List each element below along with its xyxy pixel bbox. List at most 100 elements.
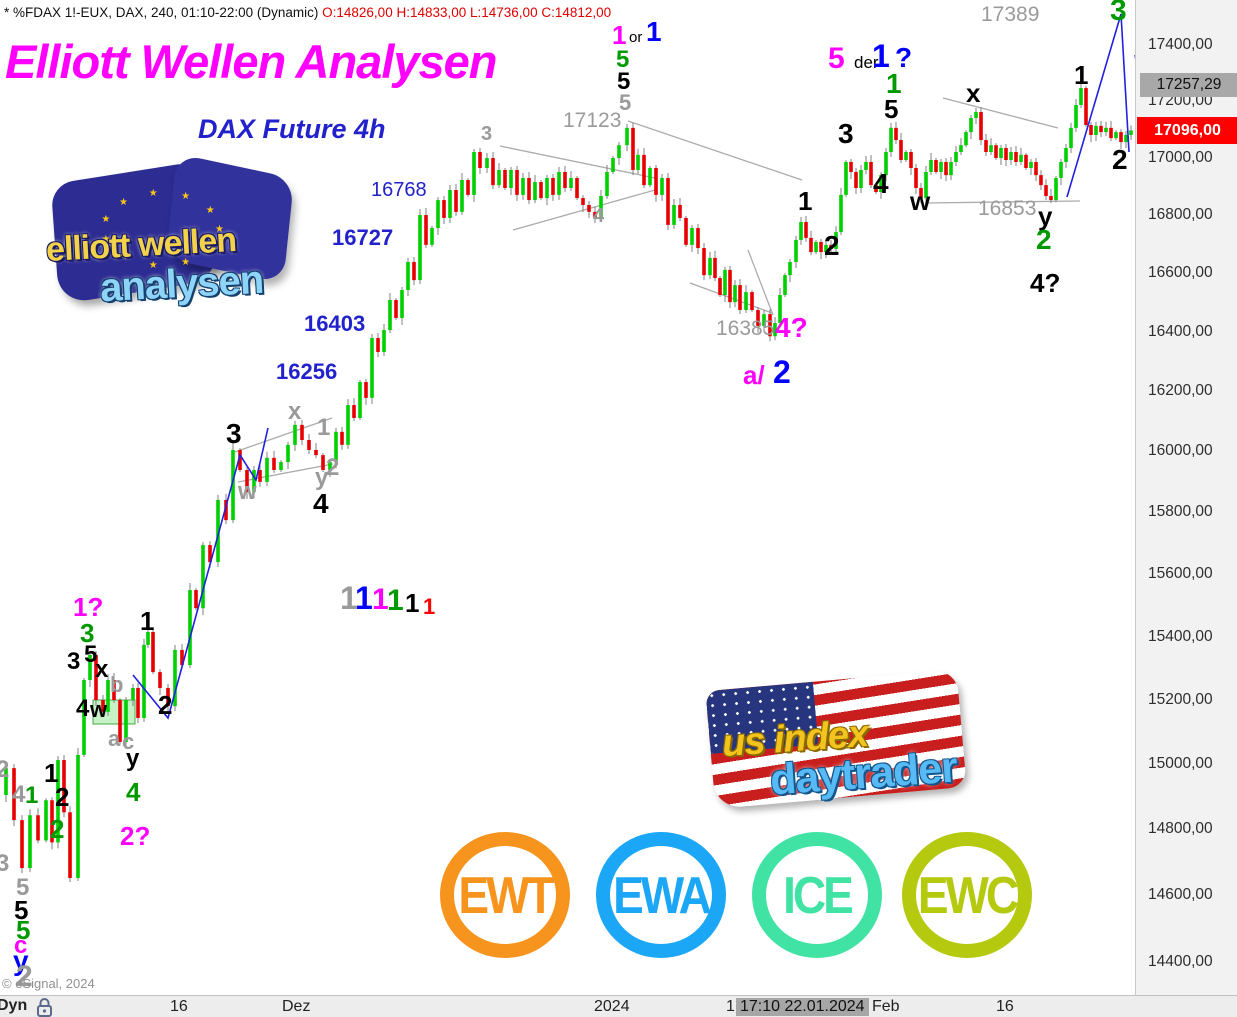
price-axis[interactable]: 17400,00 17200,00 17000,00 16800,00 16600,00… <box>1135 0 1237 995</box>
price-tick-label: 14800,00 <box>1148 820 1213 838</box>
copyright-notice: © eSignal, 2024 <box>2 976 95 991</box>
candle-body <box>509 169 513 189</box>
wave-label: 1 <box>1074 60 1089 90</box>
wave-label: 16256 <box>276 359 338 384</box>
wave-label: 4? <box>1030 268 1061 298</box>
gray-trendline[interactable] <box>512 189 656 231</box>
time-tick-label: Dez <box>282 998 311 1015</box>
wave-label: 17389 <box>981 3 1040 26</box>
wave-label: b <box>110 672 124 697</box>
candle-body <box>1079 88 1083 105</box>
candlestick-chart[interactable] <box>0 0 1135 995</box>
wave-label: 16403 <box>304 311 366 336</box>
wave-label: 1? <box>73 592 104 622</box>
wave-label: 4? <box>775 312 808 343</box>
candle-body <box>252 470 256 492</box>
candle-body <box>539 181 543 199</box>
candle-body <box>794 239 798 263</box>
candle-body <box>265 457 269 482</box>
blue-projection-line[interactable] <box>132 427 269 720</box>
wave-label: 2 <box>0 756 10 783</box>
candle-body <box>293 424 297 445</box>
candle-body <box>778 295 782 323</box>
eu-star-icon: ★ <box>205 243 215 255</box>
candle-body <box>1129 130 1133 135</box>
candle-body <box>1094 125 1098 135</box>
price-tick-label: 15200,00 <box>1148 691 1213 709</box>
candle-body <box>738 285 742 311</box>
candle-body <box>617 145 621 158</box>
candle-body <box>352 405 356 418</box>
wave-label: 3 <box>1110 0 1127 27</box>
candle-body <box>654 167 658 195</box>
wave-label: 1 <box>798 186 813 216</box>
gray-trendline[interactable] <box>747 249 774 316</box>
badge-ewc: EWC <box>902 832 1032 958</box>
candle-body <box>551 177 555 195</box>
symbol-description: * %FDAX 1!-EUX, DAX, 240, 01:10-22:00 (D… <box>4 5 323 20</box>
candle-body <box>690 228 694 245</box>
candle-body <box>636 154 640 170</box>
blue-projection-line[interactable] <box>1120 13 1130 153</box>
candle-body <box>478 152 482 168</box>
candle-body <box>521 177 525 195</box>
wave-label: w <box>90 697 108 722</box>
candle-body <box>678 204 682 218</box>
candle-body <box>934 159 938 172</box>
candle-body <box>527 177 531 201</box>
candle-body <box>979 112 983 141</box>
us-index-daytrader-logo: us index daytrader <box>692 669 992 822</box>
wave-label: 1 <box>44 758 59 788</box>
candle-body <box>809 237 813 253</box>
candle-body <box>321 455 325 471</box>
eu-star-icon: ★ <box>215 224 224 235</box>
wave-label: 4 <box>76 695 90 722</box>
price-tick-label: 17000,00 <box>1148 148 1213 166</box>
candle-body <box>834 232 838 249</box>
candle-body <box>904 152 908 160</box>
price-tick-label: 15800,00 <box>1148 503 1213 521</box>
candle-body <box>491 157 495 186</box>
candle-body <box>346 405 350 445</box>
candle-body <box>424 215 428 245</box>
eu-star-icon: ★ <box>181 256 191 268</box>
wave-label: 5 <box>14 895 29 925</box>
last-price-box: 17096,00 <box>1137 116 1237 144</box>
candle-body <box>1059 161 1063 178</box>
wave-label: 4 <box>126 777 141 807</box>
wave-label: 1 <box>355 580 373 616</box>
wave-label: 2 <box>326 454 340 481</box>
lock-icon[interactable] <box>36 998 53 1017</box>
wave-label: 1 <box>317 414 331 441</box>
candle-body <box>839 194 843 233</box>
gray-trendline[interactable] <box>942 97 1059 129</box>
wave-label: 3 <box>80 618 95 648</box>
candle-body <box>666 177 670 225</box>
candle-body <box>593 211 597 218</box>
candle-body <box>314 449 318 456</box>
gray-trendline[interactable] <box>234 417 333 453</box>
candle-body <box>88 654 92 681</box>
candle-body <box>173 649 177 707</box>
gray-trendline[interactable] <box>924 200 1081 204</box>
wave-label: x <box>95 656 109 683</box>
candle-body <box>563 171 567 189</box>
badge-ewt: EWT <box>440 832 570 958</box>
wave-label: 1 <box>372 583 389 616</box>
candle-body <box>101 700 105 712</box>
candle-body <box>849 161 853 172</box>
candle-body <box>884 152 888 176</box>
gray-trendline[interactable] <box>499 145 656 179</box>
dyn-scale-button[interactable]: Dyn <box>0 997 28 1014</box>
gray-trendline[interactable] <box>627 120 803 181</box>
candle-body <box>201 545 205 609</box>
blue-projection-line[interactable] <box>1066 13 1122 198</box>
chart-plot-area[interactable]: * %FDAX 1!-EUX, DAX, 240, 01:10-22:00 (D… <box>0 0 1135 995</box>
candle-body <box>1084 88 1088 126</box>
time-cursor-label: 17:10 22.01.2024 <box>736 998 869 1016</box>
time-axis[interactable]: Dyn 16 Dez 2024 1 17:10 22.01.2024 Feb 16 <box>0 995 1237 1017</box>
candle-body <box>783 275 787 296</box>
price-tick-label: 15000,00 <box>1148 755 1213 773</box>
candle-body <box>106 680 110 712</box>
